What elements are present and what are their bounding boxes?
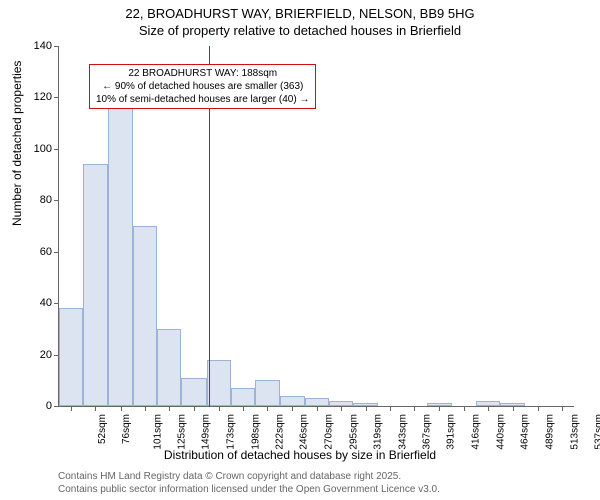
ytick-mark [54, 97, 59, 98]
title-line-2: Size of property relative to detached ho… [0, 23, 600, 40]
xtick-label: 173sqm [225, 414, 236, 450]
xtick-mark [414, 406, 415, 411]
xtick-label: 270sqm [323, 414, 334, 450]
xtick-label: 101sqm [152, 414, 163, 450]
x-axis-label: Distribution of detached houses by size … [0, 448, 600, 462]
xtick-mark [562, 406, 563, 411]
xtick-label: 489sqm [545, 414, 556, 450]
histogram-bar [108, 105, 133, 406]
xtick-mark [145, 406, 146, 411]
xtick-mark [317, 406, 318, 411]
ytick-mark [54, 149, 59, 150]
xtick-mark [538, 406, 539, 411]
xtick-label: 222sqm [275, 414, 286, 450]
xtick-mark [121, 406, 122, 411]
xtick-label: 416sqm [471, 414, 482, 450]
ytick-label: 40 [22, 297, 52, 309]
xtick-label: 343sqm [397, 414, 408, 450]
xtick-mark [194, 406, 195, 411]
ytick-mark [54, 406, 59, 407]
ytick-label: 100 [22, 143, 52, 155]
xtick-mark [219, 406, 220, 411]
xtick-mark [292, 406, 293, 411]
xtick-mark [464, 406, 465, 411]
title-line-1: 22, BROADHURST WAY, BRIERFIELD, NELSON, … [0, 6, 600, 23]
xtick-label: 513sqm [569, 414, 580, 450]
xtick-label: 391sqm [446, 414, 457, 450]
xtick-mark [488, 406, 489, 411]
footer-line-2: Contains public sector information licen… [58, 483, 440, 496]
xtick-label: 440sqm [495, 414, 506, 450]
footer: Contains HM Land Registry data © Crown c… [58, 470, 440, 496]
ytick-mark [54, 46, 59, 47]
xtick-label: 464sqm [520, 414, 531, 450]
ytick-label: 140 [22, 40, 52, 52]
xtick-label: 76sqm [121, 414, 132, 444]
xtick-mark [341, 406, 342, 411]
xtick-label: 367sqm [421, 414, 432, 450]
histogram-bar [255, 380, 279, 406]
histogram-bar [83, 164, 107, 406]
histogram-bar [59, 308, 83, 406]
xtick-label: 537sqm [593, 414, 600, 450]
histogram-bar [280, 396, 305, 406]
plot-area: 22 BROADHURST WAY: 188sqm← 90% of detach… [58, 46, 573, 406]
histogram-bar [133, 226, 157, 406]
xtick-mark [366, 406, 367, 411]
histogram-bar [181, 378, 206, 406]
annotation-box: 22 BROADHURST WAY: 188sqm← 90% of detach… [89, 64, 316, 109]
xtick-label: 149sqm [201, 414, 212, 450]
xtick-mark [390, 406, 391, 411]
annotation-line: ← 90% of detached houses are smaller (36… [96, 80, 309, 93]
ytick-mark [54, 252, 59, 253]
annotation-line: 10% of semi-detached houses are larger (… [96, 93, 309, 106]
xtick-mark [169, 406, 170, 411]
histogram-bar [207, 360, 231, 406]
ytick-mark [54, 200, 59, 201]
plot: 22 BROADHURST WAY: 188sqm← 90% of detach… [58, 46, 574, 407]
xtick-label: 52sqm [97, 414, 108, 444]
histogram-bar [157, 329, 181, 406]
ytick-label: 120 [22, 91, 52, 103]
ytick-label: 20 [22, 349, 52, 361]
chart-title: 22, BROADHURST WAY, BRIERFIELD, NELSON, … [0, 0, 600, 40]
xtick-label: 319sqm [373, 414, 384, 450]
histogram-bar [305, 398, 329, 406]
xtick-label: 246sqm [299, 414, 310, 450]
xtick-mark [267, 406, 268, 411]
ytick-label: 80 [22, 194, 52, 206]
xtick-label: 125sqm [177, 414, 188, 450]
ytick-label: 60 [22, 246, 52, 258]
histogram-bar [231, 388, 255, 406]
xtick-mark [513, 406, 514, 411]
xtick-label: 295sqm [349, 414, 360, 450]
ytick-mark [54, 303, 59, 304]
annotation-line: 22 BROADHURST WAY: 188sqm [96, 67, 309, 80]
footer-line-1: Contains HM Land Registry data © Crown c… [58, 470, 440, 483]
xtick-mark [243, 406, 244, 411]
xtick-mark [95, 406, 96, 411]
xtick-label: 198sqm [250, 414, 261, 450]
chart-container: 22, BROADHURST WAY, BRIERFIELD, NELSON, … [0, 0, 600, 500]
ytick-label: 0 [22, 400, 52, 412]
xtick-mark [71, 406, 72, 411]
xtick-mark [439, 406, 440, 411]
